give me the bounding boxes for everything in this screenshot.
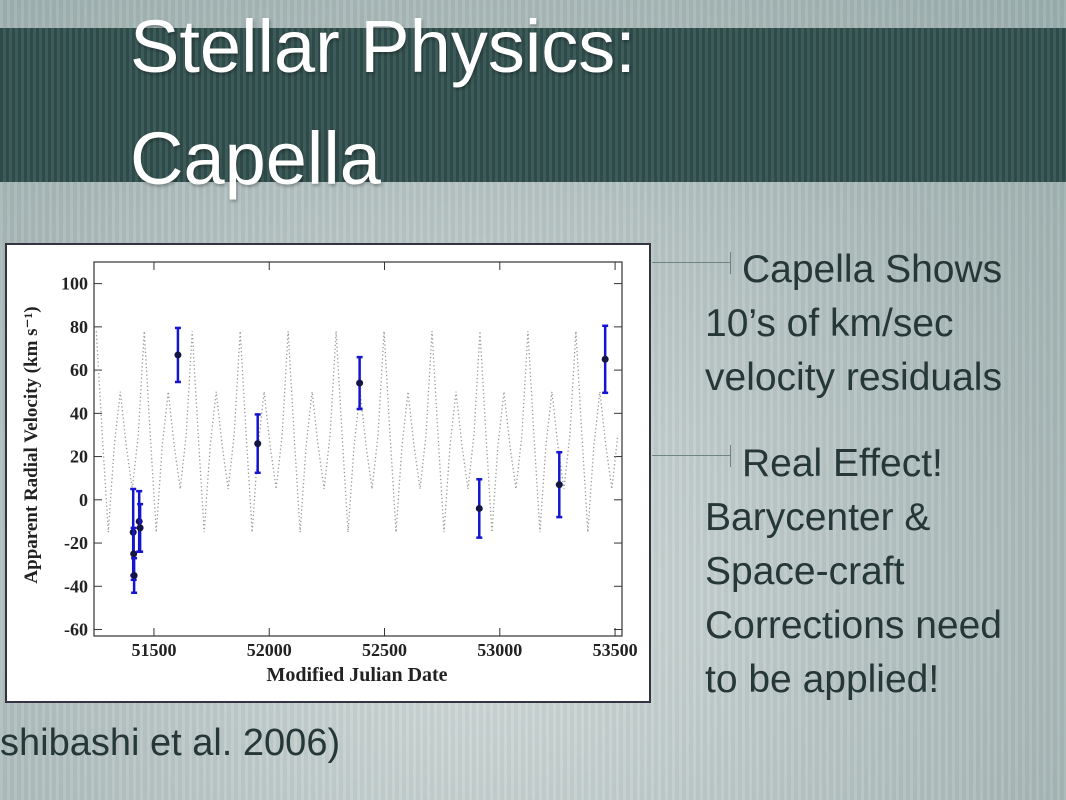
data-point: [254, 440, 262, 448]
x-axis-label: Modified Julian Date: [266, 664, 447, 686]
connector: [730, 252, 731, 274]
data-point: [174, 351, 182, 359]
y-tick-label: 80: [70, 317, 88, 337]
data-point: [356, 379, 364, 387]
data-point: [601, 355, 609, 363]
connector: [652, 455, 730, 456]
y-tick-label: 0: [79, 490, 88, 510]
y-tick-label: -20: [64, 533, 88, 553]
connector: [730, 445, 731, 467]
bullet-line: velocity residuals: [705, 356, 1002, 399]
data-point: [136, 524, 144, 532]
bullet-line: Capella Shows: [742, 248, 1003, 291]
x-tick-label: 53500: [593, 640, 638, 660]
data-point: [130, 571, 138, 579]
x-tick-label: 52500: [362, 640, 407, 660]
chart: Modified Julian Date Apparent Radial Vel…: [21, 261, 638, 686]
data-point: [475, 504, 483, 512]
bullet-line: Corrections need: [705, 604, 1002, 647]
y-tick-label: 100: [61, 274, 88, 294]
chart-frame: Modified Julian Date Apparent Radial Vel…: [5, 243, 651, 703]
bullet-line: 10’s of km/sec: [705, 302, 954, 345]
y-axis-label: Apparent Radial Velocity (km s⁻¹): [21, 306, 42, 583]
data-point: [130, 550, 138, 558]
title: Stellar Physics:: [130, 5, 636, 88]
bullet: Capella Shows 10’s of km/sec velocity re…: [705, 243, 1002, 405]
bullet-line: Barycenter &: [705, 496, 931, 539]
caption: shibashi et al. 2006): [0, 722, 341, 764]
bullet-line: Real Effect!: [742, 442, 943, 485]
title: Capella: [130, 117, 381, 200]
bullet-line: to be applied!: [705, 658, 940, 701]
y-tick-label: -60: [64, 620, 88, 640]
y-tick-label: 40: [70, 403, 88, 423]
bullet-line: Space-craft: [705, 550, 905, 593]
x-tick-label: 51500: [131, 640, 176, 660]
title-band: [0, 28, 1066, 182]
model-curve: [95, 331, 619, 533]
y-tick-label: -40: [64, 576, 88, 596]
bullet: Real Effect! Barycenter & Space-craft Co…: [705, 437, 1002, 707]
x-tick-label: 53000: [477, 640, 522, 660]
data-point: [555, 481, 563, 489]
connector: [652, 262, 730, 263]
x-tick-label: 52000: [247, 640, 292, 660]
y-tick-label: 20: [70, 447, 88, 467]
plot-area: [93, 261, 623, 637]
y-tick-label: 60: [70, 360, 88, 380]
